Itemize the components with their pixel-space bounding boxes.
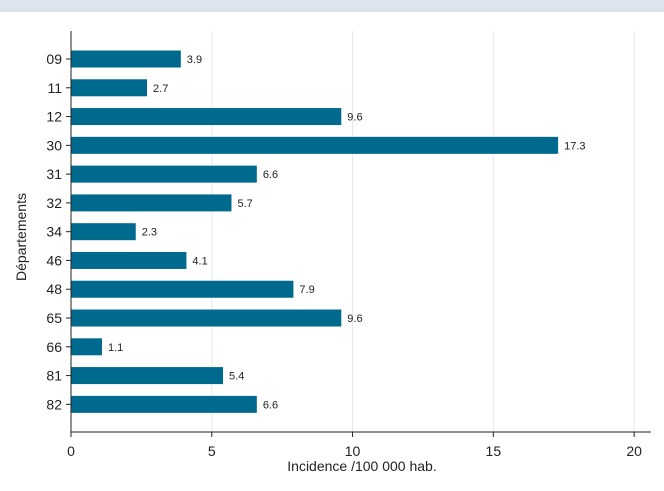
bar-30 bbox=[71, 136, 559, 154]
x-tick-label-0: 0 bbox=[67, 443, 75, 459]
value-label-11: 2.7 bbox=[153, 83, 168, 95]
bar-65 bbox=[71, 309, 342, 327]
value-label-46: 4.1 bbox=[192, 255, 207, 267]
value-label-48: 7.9 bbox=[299, 284, 314, 296]
y-tick-label-30: 30 bbox=[46, 137, 62, 153]
value-label-34: 2.3 bbox=[142, 227, 157, 239]
y-tick-label-81: 81 bbox=[46, 368, 62, 384]
gridlines bbox=[211, 31, 635, 432]
value-labels: 3.9 2.7 9.6 17.3 6.6 5.7 2.3 4.1 7.9 9.6 1.1 5.4 6.6 bbox=[108, 54, 586, 411]
bar-12 bbox=[71, 108, 342, 126]
bar-66 bbox=[71, 338, 102, 356]
bar-32 bbox=[71, 194, 232, 212]
value-label-82: 6.6 bbox=[263, 399, 278, 411]
x-tick-label-2: 10 bbox=[345, 443, 361, 459]
x-axis-title: Incidence /100 000 hab. bbox=[287, 458, 436, 474]
bar-46 bbox=[71, 251, 187, 269]
bar-11 bbox=[71, 79, 148, 97]
bar-82 bbox=[71, 395, 257, 413]
value-label-09: 3.9 bbox=[187, 54, 202, 66]
y-tick-label-66: 66 bbox=[46, 339, 62, 355]
value-label-30: 17.3 bbox=[564, 140, 585, 152]
y-tick-label-12: 12 bbox=[46, 109, 62, 125]
y-tick-label-09: 09 bbox=[46, 51, 62, 67]
y-tick-label-46: 46 bbox=[46, 252, 62, 268]
value-label-32: 5.7 bbox=[237, 198, 252, 210]
y-tick-label-32: 32 bbox=[46, 195, 62, 211]
y-axis-title: Départements bbox=[13, 193, 29, 281]
value-label-66: 1.1 bbox=[108, 342, 123, 354]
bar-34 bbox=[71, 223, 136, 241]
value-label-31: 6.6 bbox=[263, 169, 278, 181]
x-tick-label-4: 20 bbox=[626, 443, 642, 459]
x-tick-label-1: 5 bbox=[208, 443, 216, 459]
y-tick-label-11: 11 bbox=[47, 80, 62, 96]
bar-48 bbox=[71, 280, 294, 298]
bar-81 bbox=[71, 367, 224, 385]
bars bbox=[71, 50, 559, 413]
y-tick-label-65: 65 bbox=[46, 310, 62, 326]
y-tick-label-34: 34 bbox=[46, 224, 62, 240]
bar-09 bbox=[71, 50, 181, 68]
y-tick-label-48: 48 bbox=[46, 281, 62, 297]
value-label-12: 9.6 bbox=[347, 112, 362, 124]
bar-31 bbox=[71, 165, 257, 183]
y-tick-label-31: 31 bbox=[46, 166, 62, 182]
value-label-65: 9.6 bbox=[347, 313, 362, 325]
y-tick-label-82: 82 bbox=[46, 396, 62, 412]
value-label-81: 5.4 bbox=[229, 371, 244, 383]
x-tick-label-3: 15 bbox=[486, 443, 502, 459]
header-strip bbox=[0, 0, 664, 12]
axes: 09 11 12 30 31 32 34 46 48 65 66 81 82 0 5 10 15 20 bbox=[46, 31, 651, 459]
